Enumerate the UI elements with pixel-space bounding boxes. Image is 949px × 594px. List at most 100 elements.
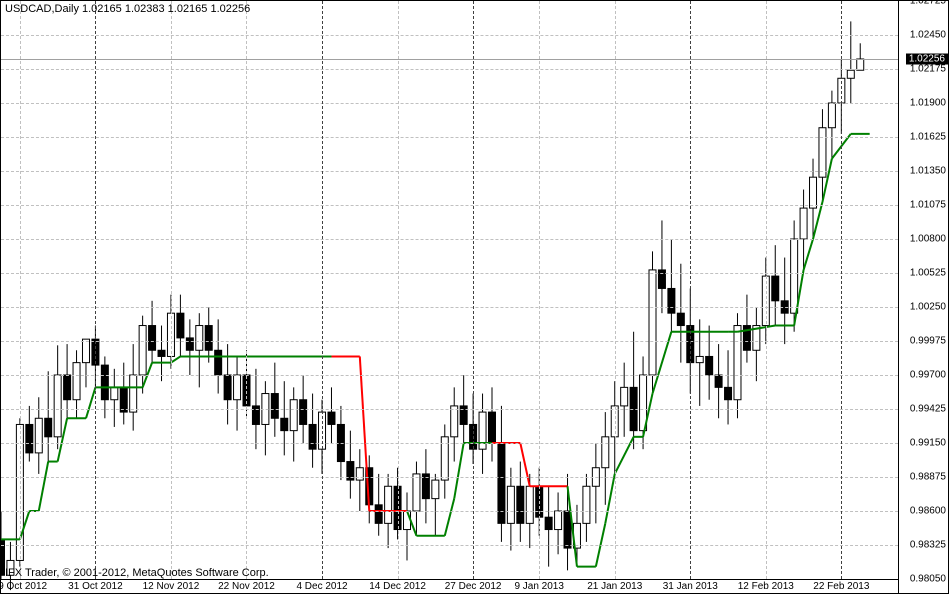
x-tick-label: 22 Nov 2012 [218, 581, 275, 592]
grid-v [171, 1, 172, 579]
candle-body [309, 424, 316, 449]
indicator-line [39, 462, 48, 511]
candle-body [196, 326, 203, 351]
y-tick-label: 1.02725 [910, 0, 946, 7]
y-tick-label: 0.99975 [910, 336, 946, 347]
candle-body [139, 326, 146, 375]
candle-body [234, 375, 241, 400]
candle-body [149, 326, 156, 351]
grid-v [398, 1, 399, 579]
candle-body [677, 313, 684, 325]
candle-body [130, 375, 137, 412]
candle-body [45, 418, 52, 437]
grid-h [1, 545, 898, 546]
y-tick-label: 1.01900 [910, 98, 946, 109]
grid-v [690, 1, 691, 579]
candle-body [847, 70, 854, 78]
x-tick-label: 9 Jan 2013 [514, 581, 564, 592]
y-axis: 1.027251.024501.021751.019001.016251.013… [898, 1, 948, 593]
candle-body [328, 412, 335, 424]
candle-body [725, 387, 732, 399]
candle-body [800, 208, 807, 239]
y-tick-label: 0.99700 [910, 370, 946, 381]
grid-h [1, 409, 898, 410]
candle-body [413, 474, 420, 511]
candle-body [507, 486, 514, 523]
candle-body [668, 288, 675, 313]
candle-body [432, 480, 439, 499]
chart-footer: IFX Trader, © 2001-2012, MetaQuotes Soft… [5, 567, 269, 579]
candle-body [734, 326, 741, 400]
candle-body [772, 276, 779, 301]
grid-h [1, 477, 898, 478]
candle-body [810, 177, 817, 208]
candle-body [819, 128, 826, 177]
candle-body [706, 356, 713, 375]
x-tick-label: 31 Jan 2013 [663, 581, 718, 592]
y-tick-label: 1.01075 [910, 200, 946, 211]
x-axis: 19 Oct 2012 31 Oct 2012 12 Nov 2012 22 Nov … [1, 579, 898, 593]
y-tick-label: 1.01625 [910, 132, 946, 143]
candle-body [488, 412, 495, 443]
candle-body [281, 418, 288, 430]
candle-body [26, 424, 33, 452]
x-tick-label: 4 Dec 2012 [296, 581, 347, 592]
candle-body [545, 517, 552, 529]
grid-h [1, 341, 898, 342]
y-tick-label: 1.01350 [910, 166, 946, 177]
candle-body [300, 400, 307, 425]
grid-v [322, 1, 323, 579]
grid-v [615, 1, 616, 579]
candle-body [649, 270, 656, 375]
grid-v [246, 1, 247, 579]
indicator-line [360, 356, 369, 511]
grid-v [473, 1, 474, 579]
plot-area[interactable] [1, 1, 949, 594]
grid-h [1, 443, 898, 444]
candle-body [621, 387, 628, 406]
y-tick-label: 0.98875 [910, 472, 946, 483]
grid-h [1, 511, 898, 512]
grid-h [1, 205, 898, 206]
grid-h [1, 273, 898, 274]
candle-body [158, 350, 165, 356]
x-tick-label: 14 Dec 2012 [369, 581, 426, 592]
candle-body [791, 239, 798, 313]
candle-body [583, 486, 590, 523]
grid-v [766, 1, 767, 579]
indicator-line [520, 443, 529, 486]
candle-body [205, 326, 212, 351]
x-tick-label: 19 Oct 2012 [0, 581, 47, 592]
chart-title: USDCAD,Daily 1.02165 1.02383 1.02165 1.0… [5, 3, 250, 15]
candle-body [186, 338, 193, 350]
grid-h [1, 137, 898, 138]
grid-h [1, 239, 898, 240]
candle-body [356, 468, 363, 480]
candle-body [224, 375, 231, 400]
chart-container[interactable]: USDCAD,Daily 1.02165 1.02383 1.02165 1.0… [0, 0, 949, 594]
grid-h [1, 171, 898, 172]
x-tick-label: 21 Jan 2013 [587, 581, 642, 592]
y-tick-label: 0.99425 [910, 404, 946, 415]
grid-v [20, 1, 21, 579]
x-tick-label: 12 Nov 2012 [143, 581, 200, 592]
grid-h [1, 375, 898, 376]
candle-body [73, 363, 80, 400]
y-tick-label: 0.98600 [910, 506, 946, 517]
y-tick-label: 0.99150 [910, 438, 946, 449]
x-tick-label: 31 Oct 2012 [68, 581, 122, 592]
y-tick-label: 0.98050 [910, 574, 946, 585]
candle-body [602, 437, 609, 468]
candle-body [517, 486, 524, 523]
y-tick-label: 1.00800 [910, 234, 946, 245]
indicator-line [445, 499, 454, 536]
grid-h [1, 307, 898, 308]
candle-body [385, 486, 392, 523]
candle-body [271, 394, 278, 419]
x-tick-label: 22 Feb 2013 [813, 581, 869, 592]
candle-body [451, 406, 458, 437]
grid-h [1, 35, 898, 36]
indicator-line [605, 474, 614, 523]
y-tick-label: 1.00525 [910, 268, 946, 279]
candle-body [215, 350, 222, 375]
